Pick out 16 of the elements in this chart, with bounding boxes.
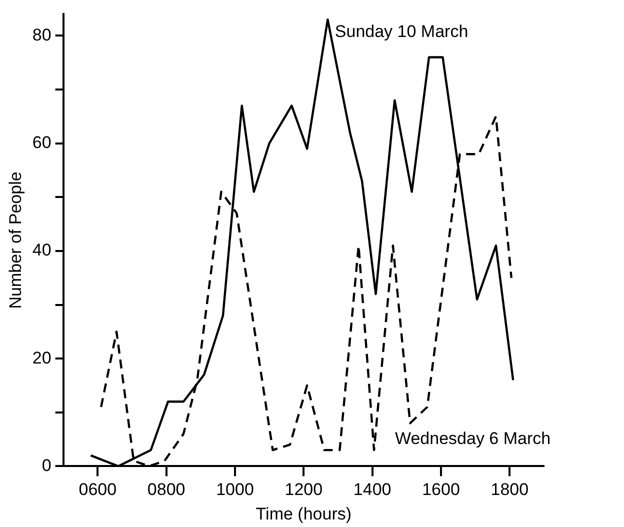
y-tick-label: 40 bbox=[32, 240, 52, 260]
x-tick-label: 1400 bbox=[353, 480, 392, 500]
y-tick-label: 80 bbox=[32, 25, 52, 44]
x-tick-label: 1000 bbox=[216, 480, 254, 500]
series-label: Wednesday 6 March bbox=[394, 428, 551, 448]
x-tick-label: 1600 bbox=[422, 480, 460, 500]
series-label: Sunday 10 March bbox=[334, 22, 468, 41]
y-tick-label: 20 bbox=[32, 348, 52, 368]
x-axis-title: Time (hours) bbox=[256, 504, 352, 524]
x-tick-label: 1200 bbox=[284, 480, 323, 500]
x-tick-label: 0800 bbox=[147, 480, 186, 500]
y-tick-label: 60 bbox=[32, 133, 52, 152]
x-tick-label: 1800 bbox=[490, 480, 529, 500]
y-tick-label: 0 bbox=[42, 456, 52, 475]
y-axis-title: Number of People bbox=[6, 172, 25, 309]
x-tick-label: 0600 bbox=[78, 480, 117, 500]
